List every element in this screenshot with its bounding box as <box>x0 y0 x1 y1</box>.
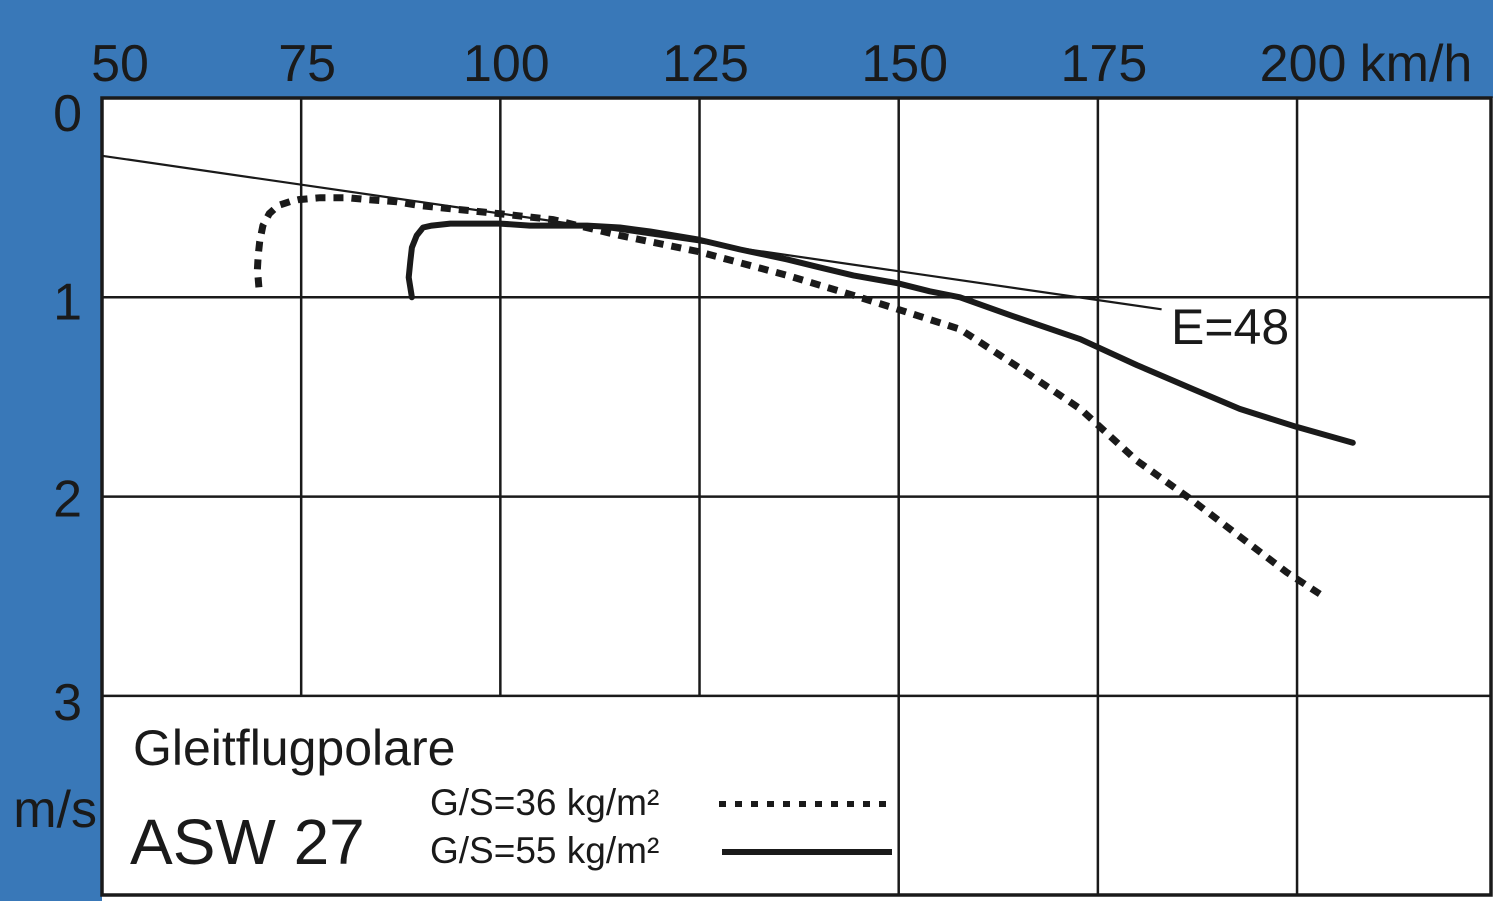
x-tick-label-175: 175 <box>1060 35 1147 93</box>
x-tick-label-75: 75 <box>278 35 336 93</box>
best-glide-annotation: E=48 <box>1171 299 1289 355</box>
series-curve-0 <box>253 194 1326 600</box>
grid-layer <box>102 98 1491 895</box>
x-tick-label-125: 125 <box>662 35 749 93</box>
y-tick-label-3: 3 <box>53 674 82 732</box>
series-curve-1 <box>405 220 1356 446</box>
plot-border <box>100 96 1493 897</box>
y-axis-unit-label: m/s <box>13 781 97 839</box>
x-axis-unit-label: km/h <box>1360 35 1473 93</box>
top-axis-band <box>0 0 1493 98</box>
series-curve-2 <box>101 154 1162 311</box>
legend-label-gs55: G/S=55 kg/m² <box>430 830 659 871</box>
curve-layer <box>101 154 1356 600</box>
left-axis-band <box>0 0 102 901</box>
legend-label-gs36: G/S=36 kg/m² <box>430 782 659 823</box>
x-tick-label-200: 200 <box>1260 35 1347 93</box>
y-tick-label-1: 1 <box>53 273 82 331</box>
x-tick-label-150: 150 <box>861 35 948 93</box>
y-tick-label-2: 2 <box>53 471 82 529</box>
y-tick-label-0: 0 <box>53 85 82 143</box>
chart-title: Gleitflugpolare <box>133 720 455 776</box>
x-tick-label-50: 50 <box>91 35 149 93</box>
chart-model-name: ASW 27 <box>130 806 365 878</box>
legend: G/S=36 kg/m² G/S=55 kg/m² <box>430 782 892 871</box>
x-tick-label-100: 100 <box>463 35 550 93</box>
tick-layer: 50 75 100 125 150 175 200 0 1 2 3 <box>53 35 1346 732</box>
